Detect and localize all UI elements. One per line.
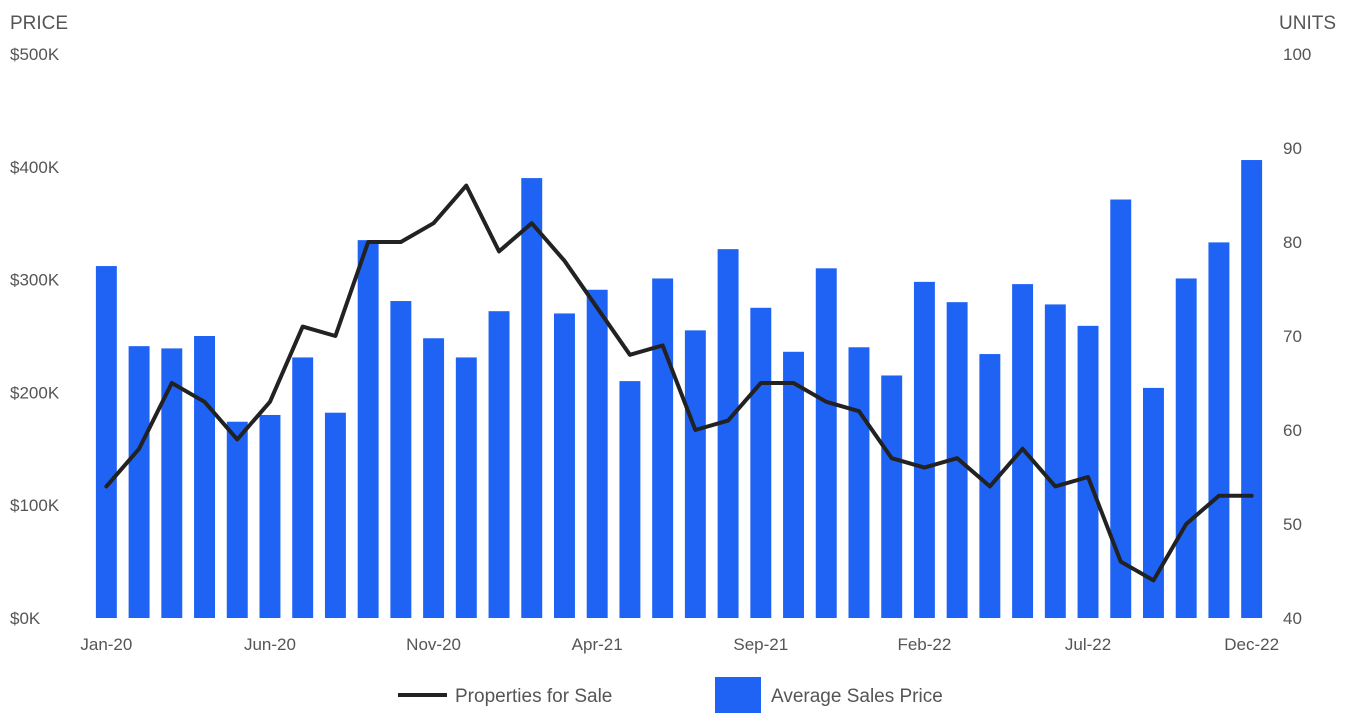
bar-average-sales-price (226, 421, 248, 618)
bar-average-sales-price (815, 268, 837, 618)
x-tick-label: Feb-22 (897, 635, 951, 654)
legend-bar-swatch (715, 677, 761, 713)
bar-average-sales-price (652, 278, 674, 618)
bar-average-sales-price (554, 313, 575, 618)
bar-average-sales-price (455, 357, 477, 618)
right-tick-label: 90 (1283, 139, 1302, 158)
bar-average-sales-price (586, 289, 608, 618)
right-axis-ticks: 40 50 60 70 80 90 100 (1283, 45, 1311, 628)
bar-average-sales-price (1175, 278, 1197, 618)
left-axis-ticks: $0K $100K $200K $300K $400K $500K (10, 45, 60, 628)
right-tick-label: 80 (1283, 233, 1302, 252)
bar-average-sales-price (783, 351, 804, 618)
left-tick-label: $200K (10, 383, 60, 402)
bar-average-sales-price (324, 412, 346, 618)
bar-average-sales-price (1110, 199, 1132, 618)
bar-average-sales-price (1208, 242, 1230, 618)
x-tick-label: Dec-22 (1224, 635, 1279, 654)
bar-average-sales-price (95, 266, 117, 618)
right-tick-label: 60 (1283, 421, 1302, 440)
legend-line-label: Properties for Sale (455, 686, 612, 707)
bar-average-sales-price (684, 330, 706, 618)
x-tick-label: Jul-22 (1065, 635, 1111, 654)
bar-average-sales-price (717, 249, 739, 619)
bar-average-sales-price (390, 301, 412, 618)
left-tick-label: $0K (10, 609, 41, 628)
right-tick-label: 70 (1283, 327, 1302, 346)
x-tick-label: Jun-20 (244, 635, 296, 654)
left-tick-label: $500K (10, 45, 60, 64)
right-tick-label: 40 (1283, 609, 1302, 628)
bar-average-sales-price (488, 311, 510, 618)
right-axis-title: UNITS (1279, 13, 1336, 34)
properties-for-sale-line (104, 183, 1254, 583)
bar-average-sales-price (292, 357, 314, 618)
bar-average-sales-price (423, 338, 445, 618)
bar-average-sales-price (161, 348, 183, 618)
bar-average-sales-price (848, 347, 870, 618)
legend-bar-label: Average Sales Price (771, 686, 943, 707)
x-axis-ticks: Jan-20 Jun-20 Nov-20 Apr-21 Sep-21 Feb-22 Jul-… (80, 635, 1279, 654)
bar-average-sales-price (1077, 325, 1099, 618)
bar-average-sales-price (881, 375, 903, 618)
left-tick-label: $300K (10, 271, 60, 290)
x-tick-label: Sep-21 (733, 635, 788, 654)
bar-average-sales-price (1143, 387, 1164, 618)
left-tick-label: $100K (10, 496, 60, 515)
x-tick-label: Apr-21 (572, 635, 623, 654)
x-tick-label: Nov-20 (406, 635, 461, 654)
x-tick-label: Jan-20 (80, 635, 132, 654)
bar-average-sales-price (357, 240, 379, 618)
bar-average-sales-price (619, 381, 641, 618)
bar-average-sales-price (1241, 160, 1263, 619)
bar-average-sales-price (128, 346, 150, 618)
left-axis-title: PRICE (10, 13, 68, 34)
bar-average-sales-price (750, 307, 772, 618)
left-tick-label: $400K (10, 158, 60, 177)
right-tick-label: 50 (1283, 515, 1302, 534)
right-tick-label: 100 (1283, 45, 1311, 64)
legend: Properties for Sale Average Sales Price (398, 677, 943, 713)
bar-average-sales-price (1044, 304, 1066, 618)
bar-average-sales-price (194, 336, 215, 618)
bar-average-sales-price (521, 178, 543, 618)
bar-average-sales-price (913, 281, 935, 618)
bar-average-sales-price (259, 414, 281, 618)
